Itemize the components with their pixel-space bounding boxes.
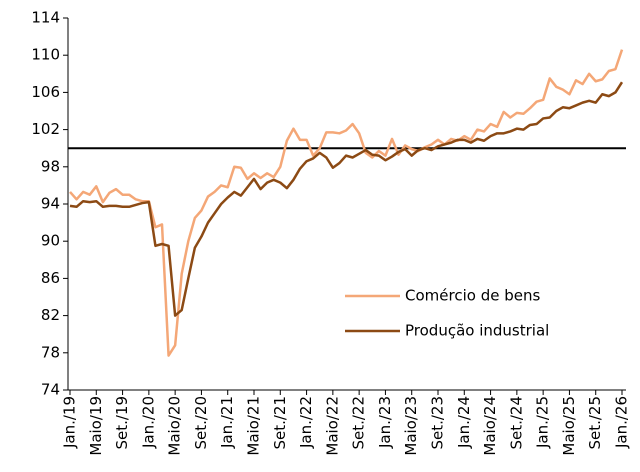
legend-label: Comércio de bens <box>405 287 540 305</box>
y-tick-label: 98 <box>41 157 60 175</box>
x-tick-label: Jan./23 <box>376 396 394 449</box>
y-tick-label: 106 <box>31 83 60 101</box>
legend-label: Produção industrial <box>405 322 549 340</box>
x-tick-label: Jan./20 <box>139 396 157 449</box>
x-tick-label: Set./20 <box>192 396 210 450</box>
x-tick-label: Jan./24 <box>455 396 473 449</box>
x-tick-label: Set./22 <box>350 396 368 450</box>
y-tick-label: 90 <box>41 232 60 250</box>
y-tick-label: 82 <box>41 306 60 324</box>
x-tick-label: Jan./25 <box>534 396 552 449</box>
series-line <box>69 81 624 317</box>
x-tick-label: Set./25 <box>586 396 604 450</box>
x-tick-label: Jan./26 <box>613 396 631 449</box>
x-tick-label: Maio/19 <box>87 396 105 456</box>
y-tick-label: 86 <box>41 269 60 287</box>
x-tick-label: Maio/22 <box>323 396 341 456</box>
x-tick-label: Maio/23 <box>402 396 420 456</box>
x-tick-label: Jan./22 <box>297 396 315 449</box>
x-tick-label: Set./23 <box>429 396 447 450</box>
x-tick-label: Jan./19 <box>61 396 79 449</box>
x-tick-label: Maio/21 <box>245 396 263 456</box>
y-tick-label: 114 <box>31 9 60 27</box>
x-tick-label: Set./21 <box>271 396 289 450</box>
y-tick-label: 74 <box>41 381 60 399</box>
x-tick-label: Maio/24 <box>481 396 499 456</box>
x-tick-label: Set./24 <box>507 396 525 450</box>
series-line <box>69 49 624 357</box>
x-tick-label: Set./19 <box>113 396 131 450</box>
y-tick-label: 102 <box>31 120 60 138</box>
x-tick-label: Maio/20 <box>166 396 184 456</box>
y-tick-label: 78 <box>41 343 60 361</box>
y-tick-label: 94 <box>41 195 60 213</box>
x-tick-label: Maio/25 <box>560 396 578 456</box>
x-tick-label: Jan./21 <box>218 396 236 449</box>
y-tick-label: 110 <box>31 46 60 64</box>
